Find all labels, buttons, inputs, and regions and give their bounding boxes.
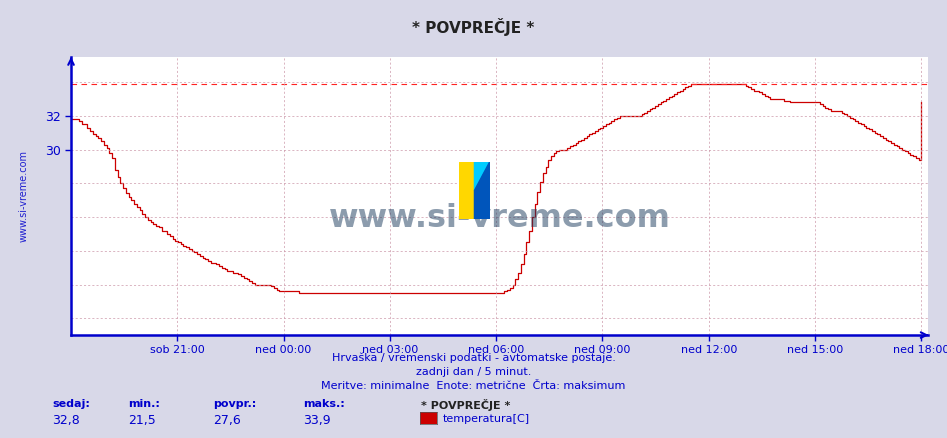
Text: * POVPREČJE *: * POVPREČJE * bbox=[421, 399, 510, 410]
Text: 27,6: 27,6 bbox=[213, 414, 241, 427]
Text: min.:: min.: bbox=[128, 399, 160, 409]
Text: sedaj:: sedaj: bbox=[52, 399, 90, 409]
Text: 33,9: 33,9 bbox=[303, 414, 331, 427]
Text: temperatura[C]: temperatura[C] bbox=[443, 414, 530, 424]
Polygon shape bbox=[459, 162, 474, 219]
Text: Meritve: minimalne  Enote: metrične  Črta: maksimum: Meritve: minimalne Enote: metrične Črta:… bbox=[321, 381, 626, 391]
Text: 21,5: 21,5 bbox=[128, 414, 155, 427]
Text: * POVPREČJE *: * POVPREČJE * bbox=[412, 18, 535, 35]
Text: www.si-vreme.com: www.si-vreme.com bbox=[329, 203, 670, 234]
Text: zadnji dan / 5 minut.: zadnji dan / 5 minut. bbox=[416, 367, 531, 377]
Text: www.si-vreme.com: www.si-vreme.com bbox=[19, 150, 29, 242]
Text: maks.:: maks.: bbox=[303, 399, 345, 409]
Text: 32,8: 32,8 bbox=[52, 414, 80, 427]
Text: povpr.:: povpr.: bbox=[213, 399, 257, 409]
Polygon shape bbox=[474, 162, 490, 219]
Text: Hrvaška / vremenski podatki - avtomatske postaje.: Hrvaška / vremenski podatki - avtomatske… bbox=[331, 353, 616, 363]
Polygon shape bbox=[474, 162, 490, 191]
